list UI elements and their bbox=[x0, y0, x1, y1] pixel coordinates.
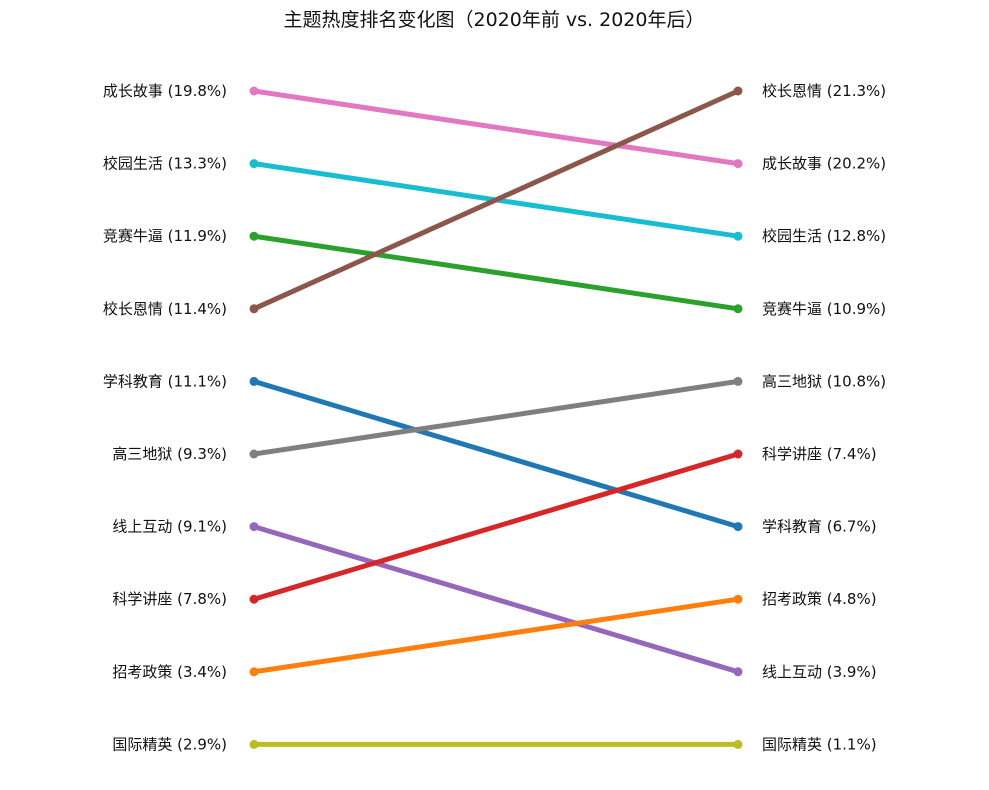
data-point-left bbox=[249, 449, 259, 459]
data-point-left bbox=[249, 231, 259, 241]
data-point-right bbox=[733, 739, 743, 749]
left-rank-label: 成长故事 (19.8%) bbox=[103, 82, 227, 100]
data-point-right bbox=[733, 231, 743, 241]
data-point-left bbox=[249, 304, 259, 314]
series-line bbox=[251, 378, 741, 457]
left-rank-label: 线上互动 (9.1%) bbox=[112, 518, 227, 536]
series-line bbox=[251, 378, 741, 530]
right-rank-label: 线上互动 (3.9%) bbox=[762, 663, 877, 681]
right-rank-label: 校园生活 (12.8%) bbox=[762, 227, 886, 245]
series-line bbox=[251, 233, 741, 312]
left-rank-label: 招考政策 (3.4%) bbox=[112, 663, 227, 681]
series-lines bbox=[251, 88, 741, 747]
data-point-right bbox=[733, 667, 743, 677]
data-point-left bbox=[249, 594, 259, 604]
data-point-left bbox=[249, 159, 259, 169]
data-point-left bbox=[249, 376, 259, 386]
left-rank-label: 科学讲座 (7.8%) bbox=[112, 590, 227, 608]
left-rank-label: 国际精英 (2.9%) bbox=[112, 735, 227, 753]
chart-title: 主题热度排名变化图（2020年前 vs. 2020年后） bbox=[284, 9, 705, 31]
data-point-right bbox=[733, 594, 743, 604]
left-rank-label: 校园生活 (13.3%) bbox=[103, 155, 227, 173]
left-rank-label: 学科教育 (11.1%) bbox=[103, 372, 227, 390]
data-point-left bbox=[249, 667, 259, 677]
right-rank-label: 招考政策 (4.8%) bbox=[762, 590, 877, 608]
right-rank-label: 学科教育 (6.7%) bbox=[762, 518, 877, 536]
data-point-right bbox=[733, 86, 743, 96]
data-point-left bbox=[249, 522, 259, 532]
series-line bbox=[251, 596, 741, 675]
series-line bbox=[251, 451, 741, 602]
data-point-left bbox=[249, 86, 259, 96]
left-rank-label: 竞赛牛逼 (11.9%) bbox=[103, 227, 227, 245]
data-point-right bbox=[733, 376, 743, 386]
right-rank-label: 成长故事 (20.2%) bbox=[762, 155, 886, 173]
left-rank-label: 高三地狱 (9.3%) bbox=[112, 445, 227, 463]
series-line bbox=[251, 524, 741, 675]
data-point-right bbox=[733, 522, 743, 532]
right-rank-label: 竞赛牛逼 (10.9%) bbox=[762, 300, 886, 318]
series-line bbox=[251, 88, 741, 312]
data-point-right bbox=[733, 304, 743, 314]
data-point-left bbox=[249, 739, 259, 749]
data-point-right bbox=[733, 449, 743, 459]
right-rank-label: 国际精英 (1.1%) bbox=[762, 735, 877, 753]
left-rank-label: 校长恩情 (11.4%) bbox=[103, 300, 227, 318]
right-rank-label: 高三地狱 (10.8%) bbox=[762, 372, 886, 390]
series-line bbox=[251, 88, 741, 167]
data-point-right bbox=[733, 159, 743, 169]
right-rank-label: 校长恩情 (21.3%) bbox=[762, 82, 886, 100]
right-rank-label: 科学讲座 (7.4%) bbox=[762, 445, 877, 463]
rank-labels: 成长故事 (19.8%) 校园生活 (13.3%) 竞赛牛逼 (11.9%) 校长恩情… bbox=[103, 82, 886, 753]
series-points bbox=[249, 86, 743, 749]
